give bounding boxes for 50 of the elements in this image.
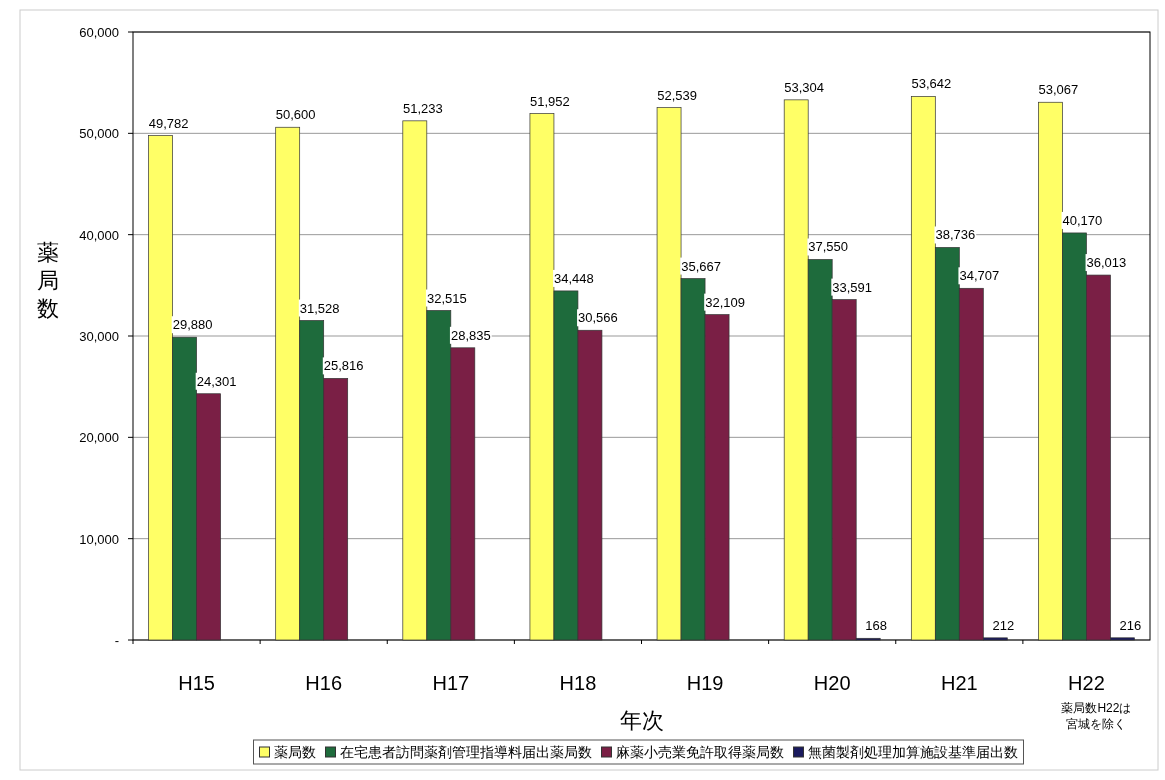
data-label: 216	[1119, 617, 1142, 633]
data-label: 34,707	[959, 268, 1000, 284]
y-tick-label: 10,000	[79, 531, 119, 547]
data-label: 53,642	[911, 76, 952, 92]
text: 宮城を除く	[1066, 717, 1127, 731]
legend-label: 薬局数	[273, 744, 316, 760]
data-label: 32,109	[705, 294, 745, 310]
text: 薬局数H22は	[1061, 701, 1132, 715]
y-tick-label: 30,000	[79, 329, 119, 344]
legend-label: 麻薬小売業免許取得薬局数	[615, 744, 784, 760]
x-tick-label: H17	[432, 672, 470, 694]
data-label: 168	[865, 618, 888, 634]
data-label: 50,600	[275, 107, 316, 123]
x-tick-label: H21	[940, 672, 978, 694]
data-label: 53,067	[1038, 82, 1079, 98]
data-label: 35,667	[681, 258, 721, 274]
y-tick-label: -	[114, 633, 119, 648]
y-tick-label: 40,000	[79, 227, 119, 243]
data-label: 32,515	[426, 290, 467, 306]
x-tick-label: H20	[813, 672, 851, 694]
data-label: 51,952	[530, 93, 570, 109]
data-label: 52,539	[657, 87, 697, 103]
y-tick-label: 60,000	[79, 25, 119, 40]
x-tick-label: H18	[559, 672, 597, 694]
data-label: 24,301	[196, 373, 237, 389]
x-tick-label: H15	[178, 672, 215, 694]
data-label: 51,233	[402, 100, 443, 116]
data-label: 49,782	[148, 115, 189, 131]
y-tick-label: 50,000	[79, 126, 119, 142]
data-label: 53,304	[784, 79, 825, 95]
legend-label: 無菌製剤処理加算施設基準届出数	[807, 744, 1018, 760]
data-label: 25,816	[323, 358, 364, 374]
data-label: 212	[992, 617, 1015, 633]
x-tick-label: H19	[686, 672, 724, 694]
data-label: 37,550	[808, 239, 849, 255]
data-label: 40,170	[1062, 212, 1103, 228]
data-label: 30,566	[578, 310, 618, 326]
data-label: 34,448	[554, 270, 594, 286]
y-axis-title: 薬局数	[37, 240, 59, 321]
x-tick-label: H22	[1068, 672, 1105, 694]
data-label: 31,528	[299, 300, 340, 316]
x-axis-title: 年次	[619, 708, 664, 733]
x-tick-label: H16	[305, 672, 343, 694]
data-label: 28,835	[450, 327, 491, 343]
y-tick-label: 20,000	[79, 430, 119, 446]
data-label: 38,736	[935, 227, 976, 243]
data-label: 36,013	[1086, 255, 1127, 271]
data-label: 29,880	[172, 317, 213, 333]
legend-label: 在宅患者訪問薬剤管理指導料届出薬局数	[339, 744, 592, 760]
data-label: 33,591	[832, 279, 873, 295]
